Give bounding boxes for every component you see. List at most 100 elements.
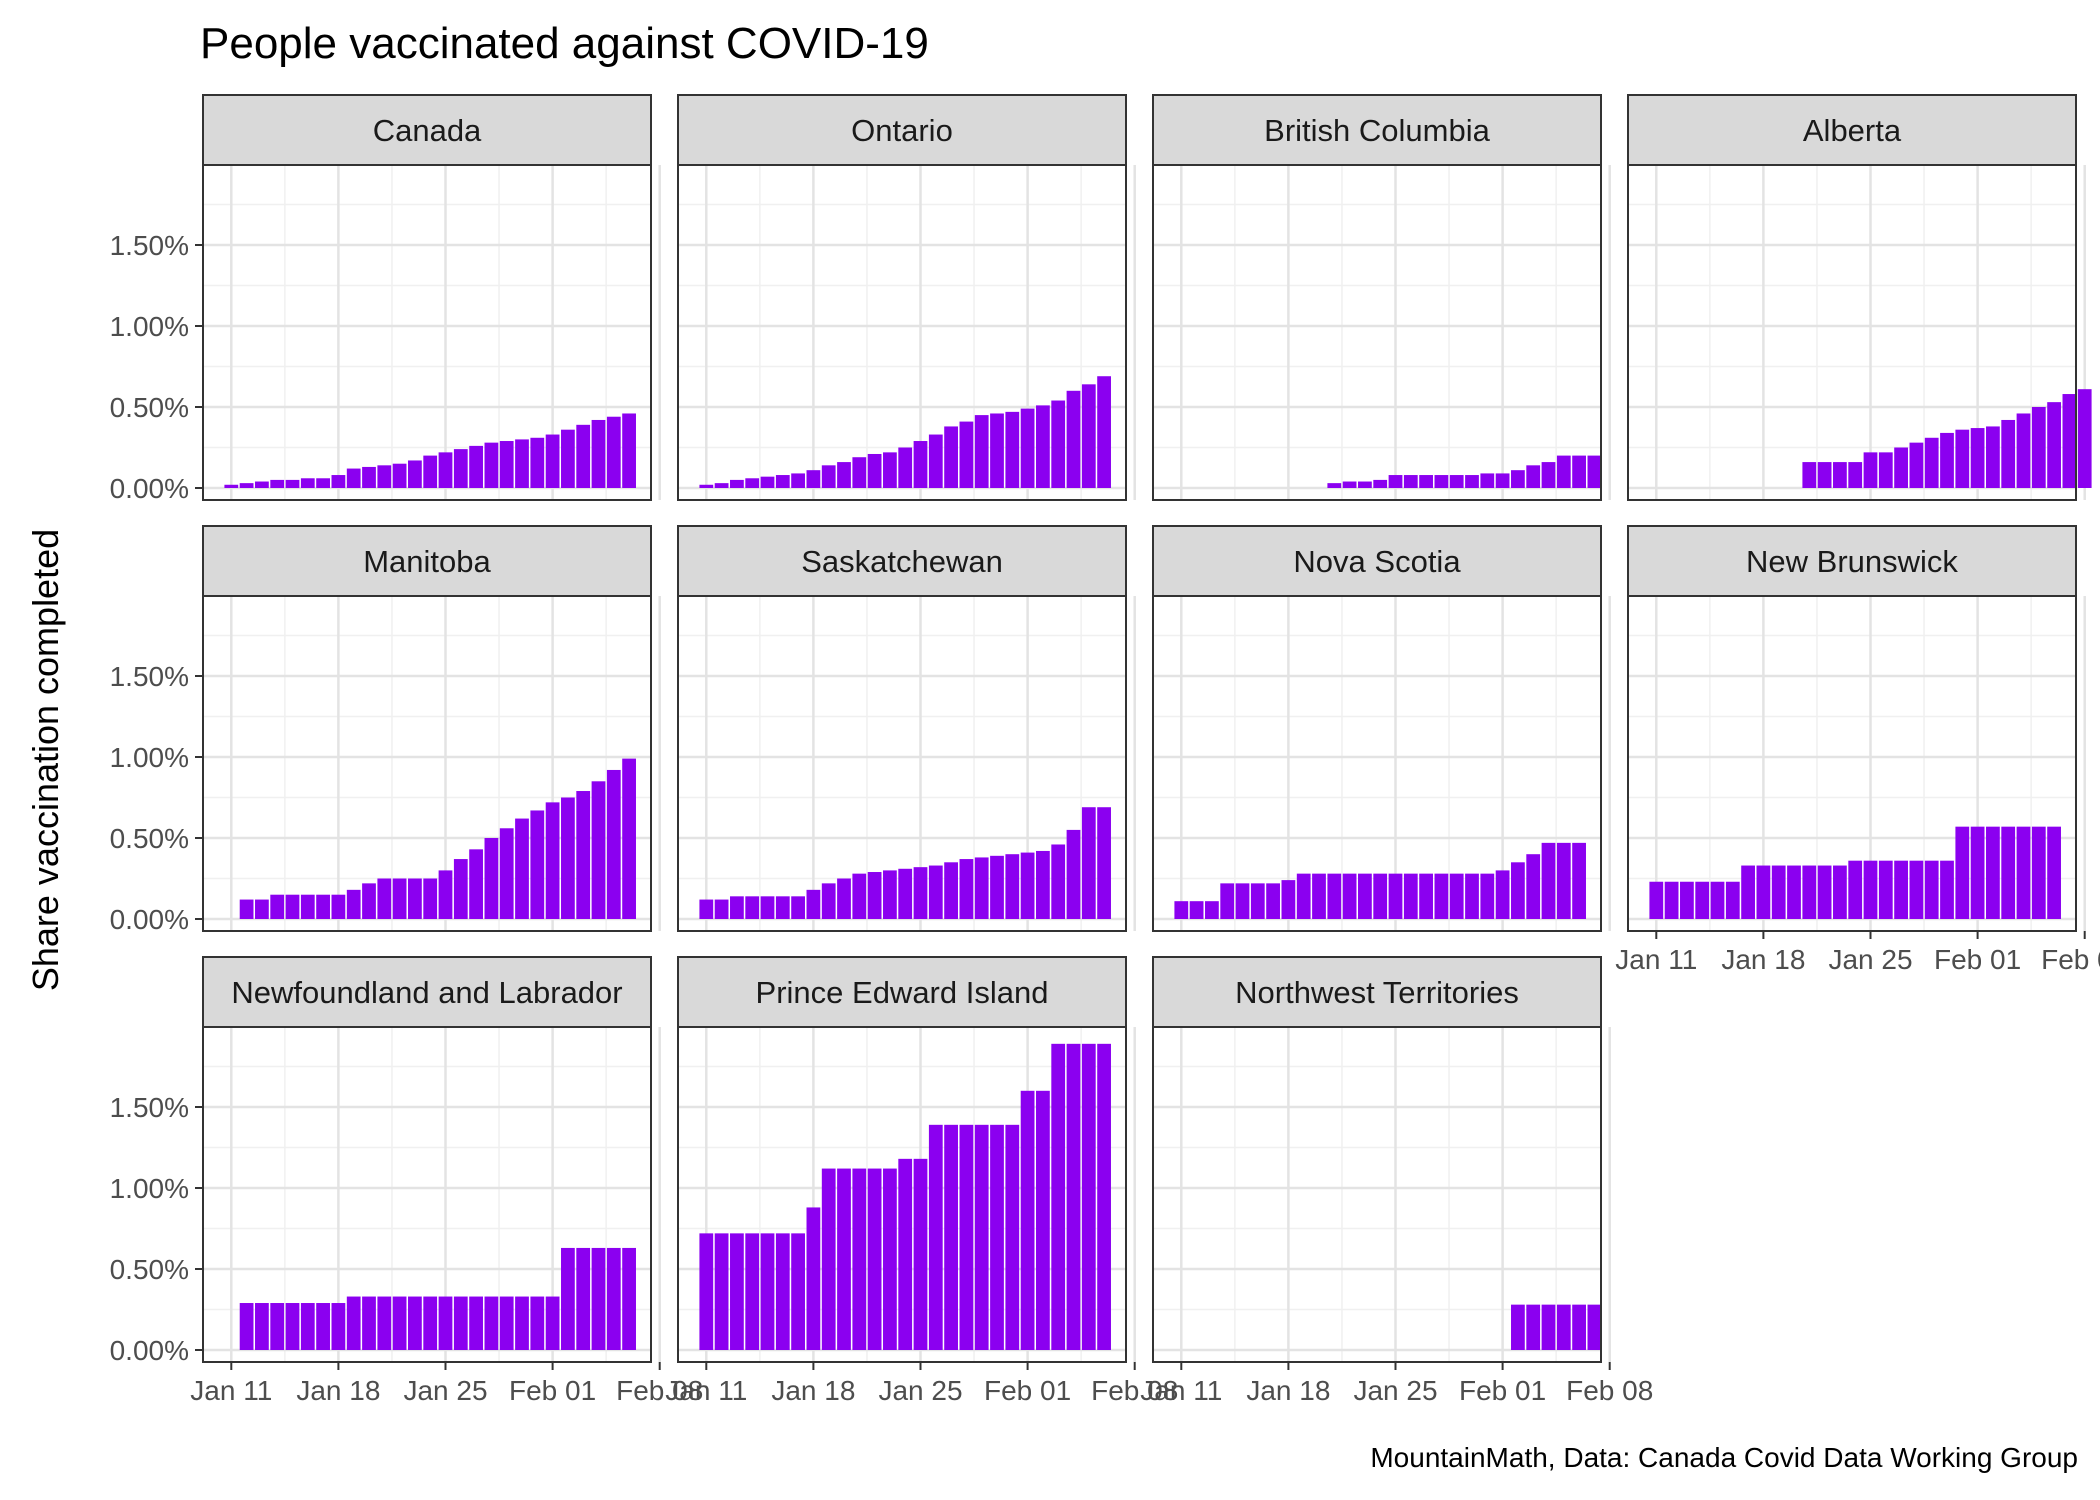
bar [1541,842,1556,919]
x-tick-label: Jan 11 [1140,1375,1222,1406]
bar [898,868,913,919]
strip-northwest-territories [1152,956,1602,1028]
bar [1189,901,1204,919]
bar [408,460,422,488]
bar [791,896,805,919]
panel-border [202,164,652,501]
bar [2047,826,2061,919]
bar [1924,437,1939,488]
bar [1266,883,1280,919]
bar [821,465,836,488]
bar [239,1303,254,1350]
bar [898,1158,913,1350]
bar [1465,873,1479,919]
strip-label-new-brunswick: New Brunswick [1746,544,1958,579]
bar [576,791,591,919]
x-tick-label: Jan 11 [1615,944,1697,975]
panel-nova-scotia: Nova Scotia [1152,525,1611,932]
bar [484,838,499,919]
bar [1220,883,1235,919]
strip-label-british-columbia: British Columbia [1264,113,1490,148]
bar [1005,411,1020,488]
bar [1036,850,1050,919]
bar [561,429,575,488]
y-tick-label: 1.00% [110,1173,189,1204]
bar [1081,807,1096,919]
bar [1924,860,1939,919]
bar [515,818,529,919]
bar [255,481,269,488]
bar [1664,881,1679,919]
bar [1312,873,1326,919]
bar [1970,826,1985,919]
bar [576,1247,591,1350]
bar [1358,873,1372,919]
bar [1419,873,1433,919]
bar [606,416,621,488]
bar [959,859,974,919]
bar [745,478,760,488]
bar [1526,465,1541,488]
x-tick-label: Jan 18 [296,1375,380,1406]
bar [699,899,714,919]
y-tick-label: 1.50% [110,661,189,692]
bar [1894,447,1908,488]
x-tick-label: Jan 11 [665,1375,747,1406]
bar [392,463,407,488]
bar [2031,407,2046,488]
bar [1572,455,1586,488]
bar [898,447,913,488]
bar [1480,873,1495,919]
bar [1511,1304,1525,1350]
bar [944,1124,958,1350]
bar [1787,865,1801,919]
bar [1695,881,1710,919]
x-tick-label: Feb 01 [984,1375,1071,1406]
bar [469,1296,483,1350]
panel-ontario: Ontario [677,94,1136,501]
panel-border [677,164,1127,501]
bar [499,441,514,488]
bar [1572,1304,1586,1350]
bar [622,413,636,488]
panel-border [677,1026,1127,1363]
bar [867,453,882,488]
x-tick-label: Jan 25 [1353,1375,1437,1406]
strip-label-ontario: Ontario [851,113,953,148]
bar [867,1168,882,1350]
bar [1526,1304,1541,1350]
bar [453,859,468,919]
bar [2062,394,2077,488]
bar [837,1168,851,1350]
x-tick-label: Jan 11 [190,1375,272,1406]
bar [760,476,775,488]
bar [714,1233,729,1350]
strip-label-alberta: Alberta [1803,113,1902,148]
strip-label-saskatchewan: Saskatchewan [801,544,1003,579]
bar [1388,873,1403,919]
panel-border [1152,595,1602,932]
bar [1541,462,1556,488]
bar [974,1124,989,1350]
bar [392,878,407,919]
bar [545,802,560,919]
bar [2001,419,2016,488]
bar [346,468,361,488]
bar [1526,854,1541,919]
bar [852,873,867,919]
bar [606,1247,621,1350]
bar [1327,483,1342,488]
bar [1802,462,1817,488]
bar [300,478,315,488]
panel-northwest-territories: Northwest Territories Jan 11 Jan 18 Jan 25 F… [1140,956,1653,1406]
bar [1051,844,1066,919]
panel-border [1627,595,2077,932]
bar [1495,473,1510,488]
bar [1909,442,1924,488]
x-tick-label: Jan 18 [1721,944,1805,975]
bar [561,1247,575,1350]
bar [1358,481,1372,488]
bar [622,758,636,919]
bar [255,899,269,919]
